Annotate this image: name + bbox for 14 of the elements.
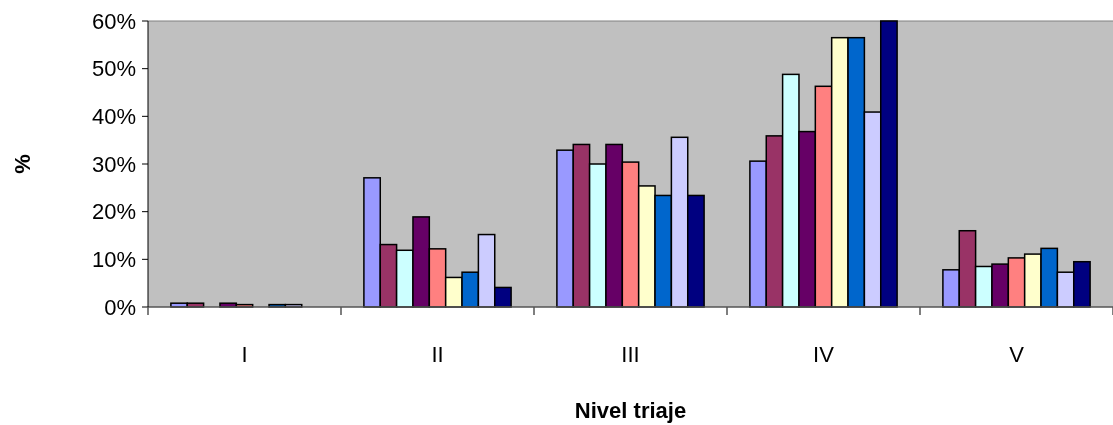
x-tick-label: II [431, 342, 444, 367]
y-tick-label: 30% [91, 151, 136, 177]
y-tick-label: 10% [91, 247, 136, 273]
x-tick-label: V [1009, 342, 1025, 367]
x-tick-label: IV [813, 342, 835, 367]
x-tick-label: I [241, 342, 248, 367]
x-axis-title: Nivel triaje [574, 398, 687, 423]
y-tick-label: 0% [104, 294, 136, 320]
y-tick-label: 60% [91, 8, 136, 34]
y-tick-label: 40% [91, 104, 136, 130]
y-tick-label: 50% [91, 56, 136, 82]
y-tick-label: 20% [91, 199, 136, 225]
y-axis-title: % [10, 154, 35, 174]
x-tick-label: III [621, 342, 640, 367]
